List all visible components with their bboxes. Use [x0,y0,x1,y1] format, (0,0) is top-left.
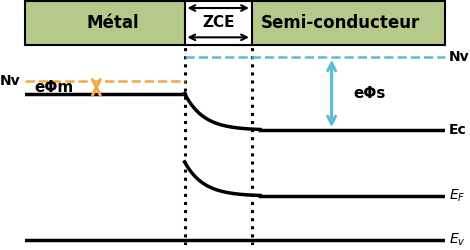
Bar [235,1,445,45]
Text: eΦs: eΦs [353,86,385,101]
Text: eΦm: eΦm [35,80,74,95]
Bar [185,1,252,45]
Text: ZCE: ZCE [202,15,235,30]
Text: $E_F$: $E_F$ [449,188,466,204]
Text: Ec: Ec [449,123,467,137]
Bar [25,1,201,45]
Text: Métal: Métal [87,14,140,32]
Text: Nv: Nv [0,74,21,88]
Text: Nv: Nv [449,50,470,64]
Text: $E_v$: $E_v$ [449,232,466,248]
Text: Semi-conducteur: Semi-conducteur [260,14,420,32]
